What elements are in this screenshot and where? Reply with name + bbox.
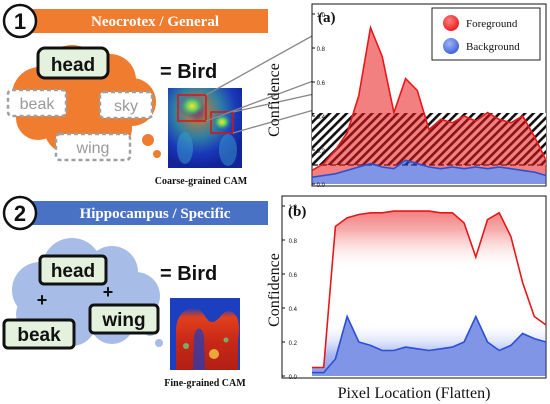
beak-word-2: beak <box>17 325 61 346</box>
panel-1-header-bar <box>26 9 268 33</box>
wing-word-box <box>54 132 132 162</box>
foreground-area <box>312 211 546 373</box>
coarse-cam-image <box>168 88 242 168</box>
sky-word: sky <box>114 98 138 115</box>
fine-cam-caption: Fine-grained CAM <box>164 378 246 389</box>
wing-word: wing <box>76 140 110 157</box>
y-tick-label: 0.4 <box>317 115 326 121</box>
y-tick-label: 0.2 <box>289 341 298 347</box>
plus-sign: + <box>37 290 48 310</box>
plot-a-ylabel: Confidence <box>266 63 283 137</box>
plus-sign: + <box>103 282 114 302</box>
y-tick-label: 1.0 <box>289 205 298 211</box>
y-tick-label: 0.2 <box>317 149 326 155</box>
background-legend-label: Background <box>466 41 520 53</box>
plot-b-xlabel: Pixel Location (Flatten) <box>338 385 491 402</box>
panel-2: Hippocampus / Specific 2 head + + wing b… <box>2 195 268 389</box>
panel-1-number-badge <box>2 3 38 39</box>
plot-b-ylabel: Confidence <box>266 253 283 327</box>
beak-word-box <box>6 88 68 118</box>
head-word-box <box>36 46 110 80</box>
beak-word: beak <box>20 96 56 113</box>
foreground-series-line <box>312 210 547 369</box>
plot-a-label: (a) <box>318 10 336 26</box>
y-tick-label: 0.6 <box>289 273 298 279</box>
y-tick-label: 0.4 <box>289 307 298 313</box>
y-tick-label: 1.0 <box>317 13 326 19</box>
y-tick-label: 0.0 <box>317 183 326 189</box>
plot-a: (a) 1.0 0.8 0.6 0.4 0.2 0.0 Confidence Foregr… <box>266 3 547 189</box>
foreground-area <box>312 27 546 178</box>
foreground-series-line <box>311 24 547 172</box>
head-word-2: head <box>51 261 95 282</box>
beak-word-box-2 <box>2 318 76 350</box>
background-area <box>312 160 546 184</box>
y-tick-label: 0.8 <box>317 47 326 53</box>
foreground-legend-label: Foreground <box>466 18 518 30</box>
coarse-cam-caption: Coarse-grained CAM <box>155 176 248 187</box>
background-series-line <box>311 159 547 178</box>
wing-word-box-2 <box>88 303 160 335</box>
y-tick-label: 0.0 <box>289 375 298 381</box>
panel-2-equation: = Bird <box>160 263 217 285</box>
head-word-box-2 <box>38 254 108 286</box>
panel-2-header-bar <box>26 201 268 225</box>
panel-1-equation: = Bird <box>160 61 217 83</box>
background-area <box>312 316 546 376</box>
plot-b-label: (b) <box>288 204 306 220</box>
panel-1-number: 1 <box>14 9 26 34</box>
background-series-line <box>312 314 547 374</box>
y-tick-label: 0.6 <box>317 81 326 87</box>
fine-cam-image <box>170 298 240 370</box>
panel-2-number: 2 <box>14 201 26 226</box>
wing-region-box <box>210 111 234 134</box>
panel-1: Neocrotex / General 1 head beak sky wing… <box>2 3 268 187</box>
plot-b: (b) 1.0 0.8 0.6 0.4 0.2 0.0 Confidence Pixel … <box>266 195 547 402</box>
panel-1-header-text: Neocrotex / General <box>91 14 219 30</box>
sky-word-box <box>98 90 154 120</box>
wing-word-2: wing <box>101 310 145 331</box>
foreground-legend-marker <box>443 15 459 31</box>
head-word: head <box>51 55 95 76</box>
panel-2-header-text: Hippocampus / Specific <box>80 206 231 222</box>
panel-2-number-badge <box>2 195 38 231</box>
y-tick-label: 0.8 <box>289 239 298 245</box>
background-legend-marker <box>443 38 459 54</box>
head-region-box <box>177 94 207 122</box>
